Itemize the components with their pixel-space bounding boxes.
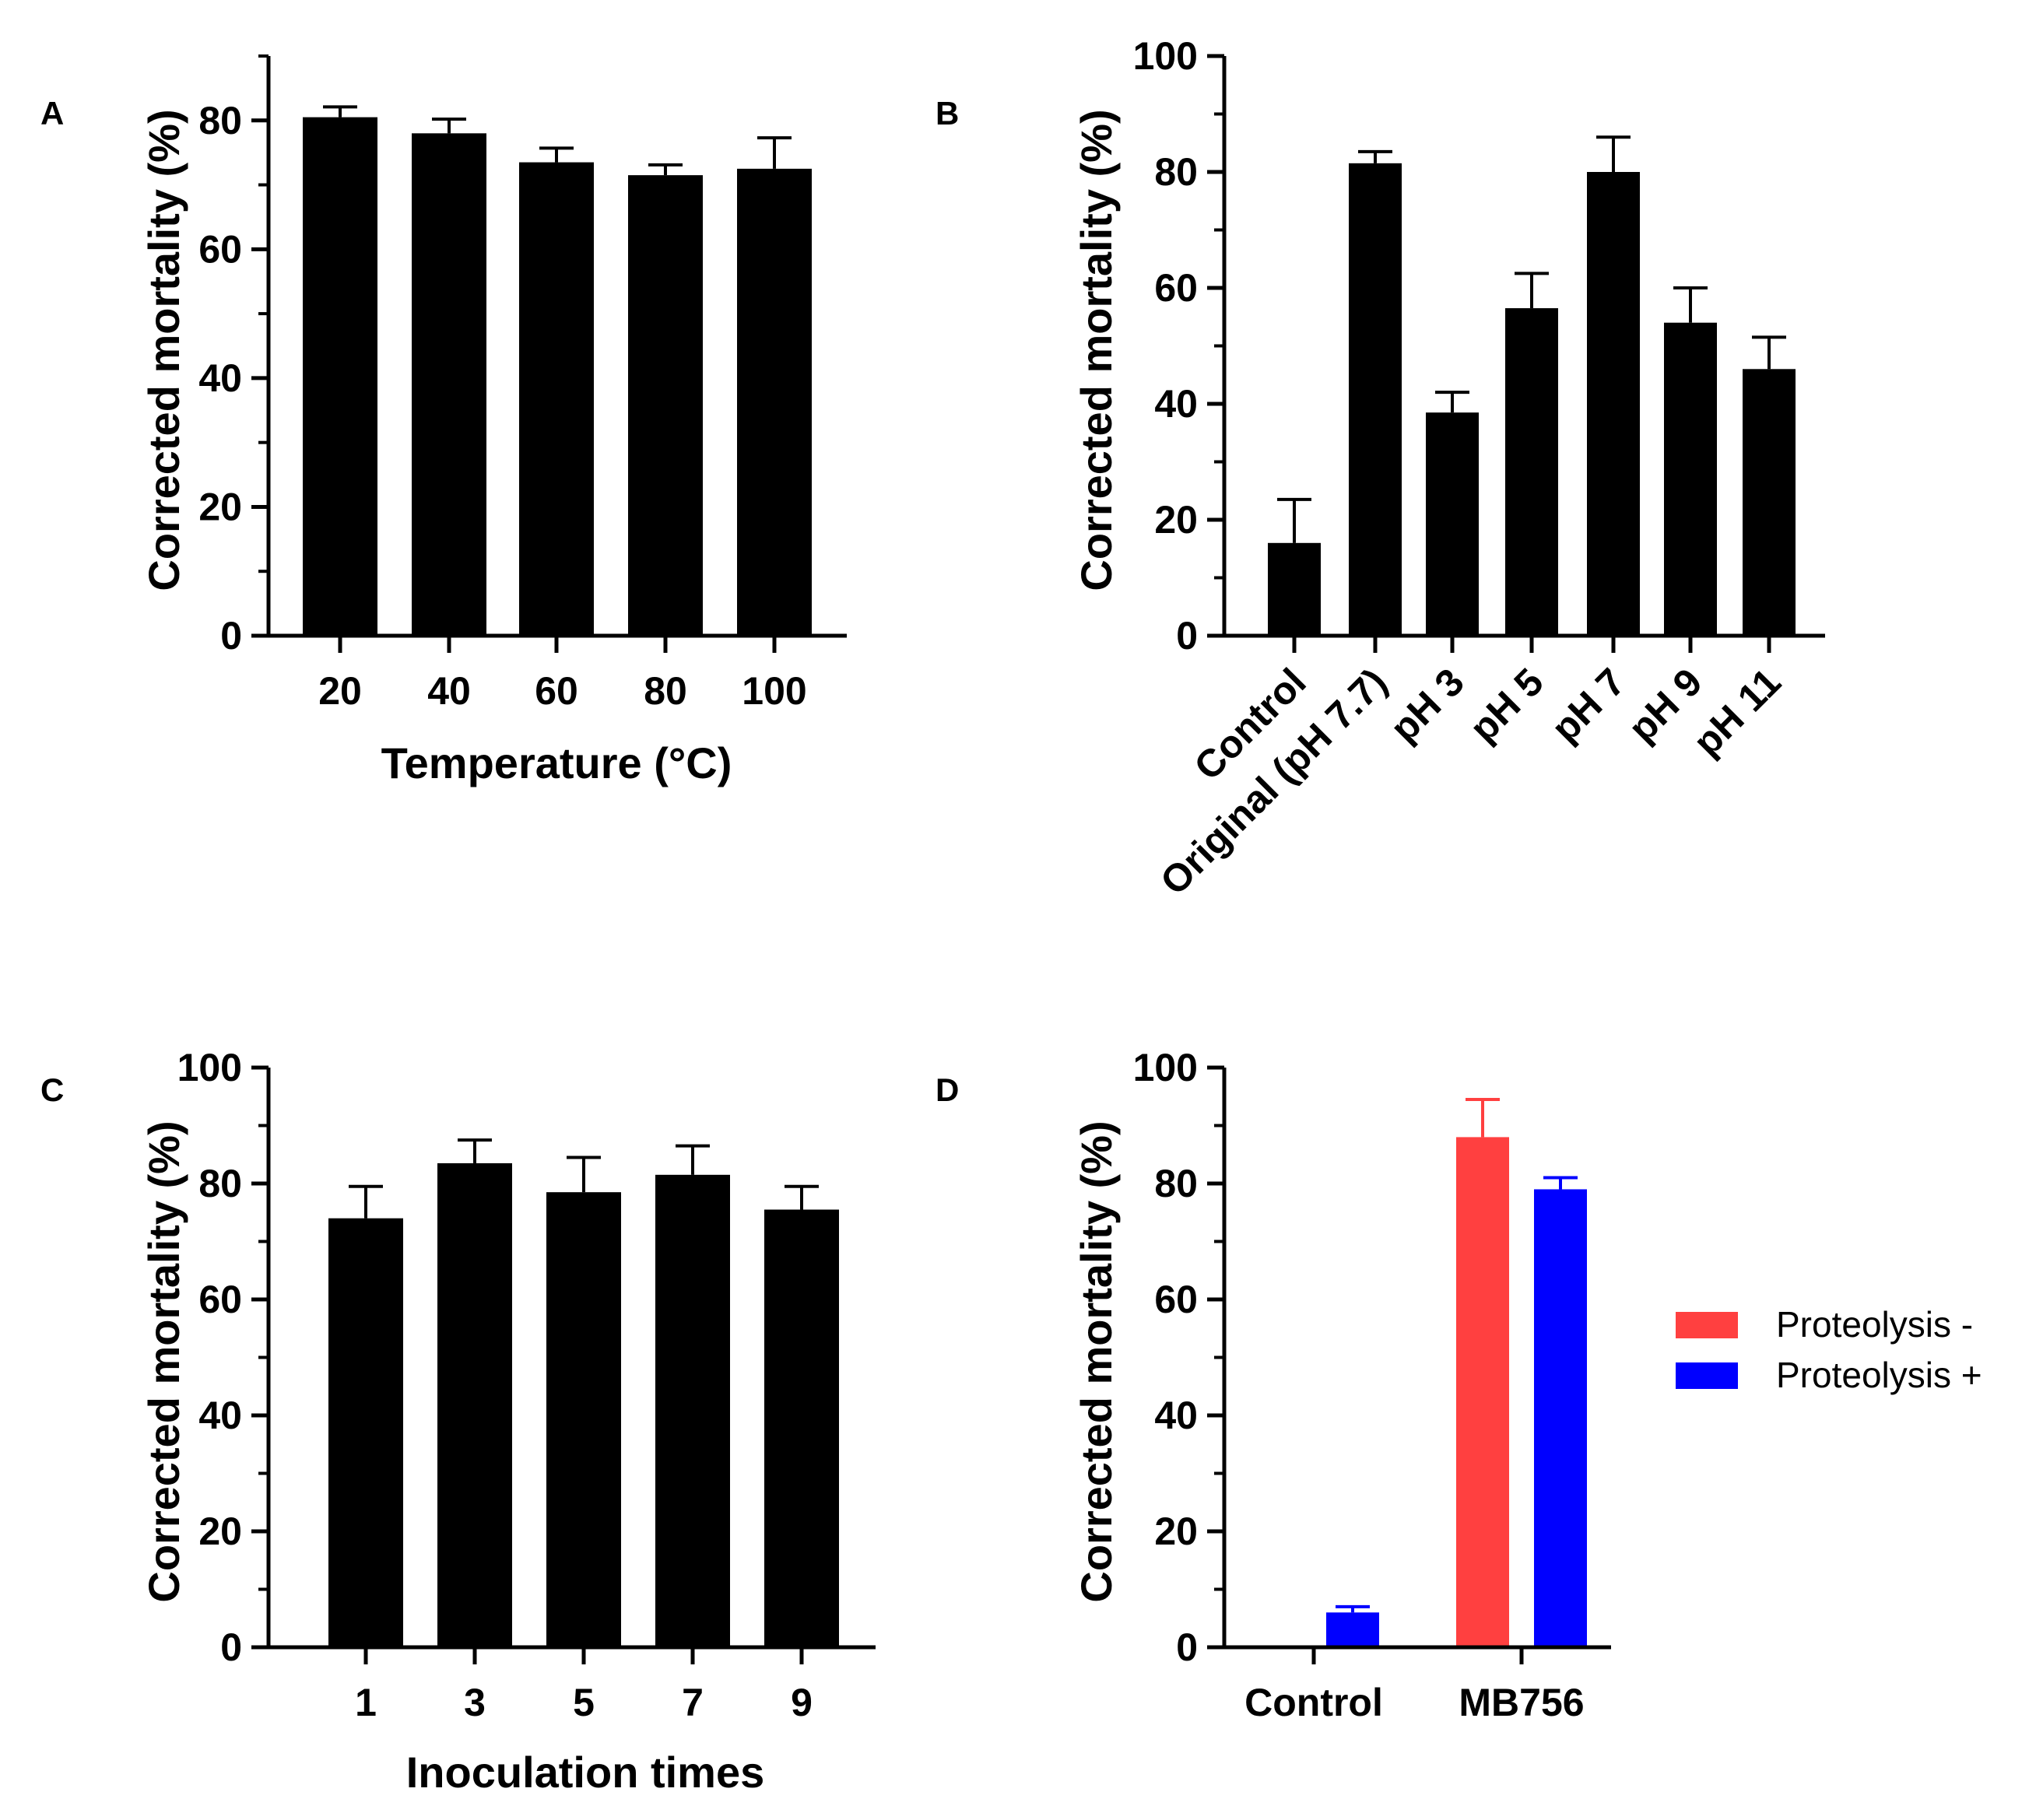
panel-c-x-tick-label: 9 (791, 1681, 813, 1724)
panel-a-y-tick-label: 80 (198, 99, 242, 142)
panel-b: B Corrected mortality (%) 020406080100Co… (936, 34, 1825, 903)
panel-d-y-tick-label: 80 (1154, 1162, 1198, 1205)
panel-a-y-axis-title: Corrected mortality (%) (139, 109, 188, 591)
panel-a-bar-4 (628, 175, 703, 636)
panel-b-y-tick-label: 60 (1154, 266, 1198, 310)
panel-b-x-tick-label: pH 3 (1382, 660, 1473, 750)
panel-c-bar-3 (546, 1192, 621, 1647)
panel-b-y-tick-label: 40 (1154, 382, 1198, 426)
panel-a-bar-5 (737, 168, 812, 636)
panel-a-y-tick-label: 40 (198, 356, 242, 400)
panel-c-y-tick-label: 40 (198, 1394, 242, 1437)
panel-d-x-tick-label: Control (1244, 1681, 1383, 1724)
panel-a-x-tick-label: 80 (644, 669, 687, 713)
panel-a-letter: A (40, 95, 64, 132)
panel-b-x-tick-label: pH 7 (1543, 660, 1634, 750)
legend-label-series-1: Proteolysis - (1776, 1304, 1973, 1345)
panel-c-letter: C (40, 1071, 64, 1108)
panel-c-x-tick-label: 3 (464, 1681, 486, 1724)
legend-label-series-2: Proteolysis + (1776, 1355, 1982, 1395)
panel-b-bar-7 (1743, 369, 1796, 636)
panel-a-x-tick-label: 100 (742, 669, 806, 713)
panel-a-bar-3 (519, 162, 594, 636)
panel-d-letter: D (936, 1071, 959, 1108)
panel-d-y-tick-label: 40 (1154, 1394, 1198, 1437)
panel-b-bar-6 (1664, 322, 1717, 636)
panel-a-bar-1 (303, 117, 377, 636)
panel-c-y-tick-label: 80 (198, 1162, 242, 1205)
panel-b-y-tick-label: 80 (1154, 150, 1198, 194)
panel-c-plot: 0 20 40 60 80 100 1 3 5 7 9 (177, 1046, 876, 1724)
panel-d-y-tick-label: 20 (1154, 1510, 1198, 1553)
panel-d-bar-mb756-series-2 (1534, 1189, 1587, 1647)
panel-c-x-tick-label: 5 (573, 1681, 595, 1724)
panel-c-bar-1 (328, 1218, 403, 1647)
panel-b-y-axis-title: Corrected mortality (%) (1072, 109, 1121, 591)
panel-b-bar-1 (1268, 542, 1321, 636)
panel-b-bar-4 (1505, 308, 1558, 636)
panel-d-y-tick-label: 100 (1133, 1046, 1198, 1089)
panel-a-y-tick-label: 60 (198, 227, 242, 271)
panel-b-bar-3 (1426, 412, 1479, 636)
panel-a-y-tick-label: 0 (220, 614, 242, 658)
panel-d-y-tick-label: 0 (1176, 1625, 1198, 1669)
legend-swatch-series-2 (1676, 1362, 1738, 1389)
panel-c-x-tick-label: 1 (355, 1681, 377, 1724)
panel-d-y-axis-title: Corrected mortality (%) (1072, 1120, 1121, 1602)
panel-d-plot: 0 20 40 60 80 100 Control MB756 (1133, 1046, 1611, 1724)
panel-d-bar-control-series-2 (1326, 1612, 1379, 1647)
panel-b-letter: B (936, 95, 959, 132)
panel-a-x-axis-title: Temperature (°C) (381, 738, 732, 787)
panel-a-x-tick-label: 20 (318, 669, 362, 713)
panel-b-bar-2 (1349, 163, 1402, 636)
legend-swatch-series-1 (1676, 1312, 1738, 1338)
panel-d-bar-mb756-series-1 (1456, 1137, 1509, 1647)
panel-c-y-tick-label: 20 (198, 1510, 242, 1553)
panel-c-bar-5 (764, 1209, 839, 1647)
panel-a-bar-2 (412, 133, 486, 636)
panel-a-x-tick-label: 40 (427, 669, 471, 713)
panel-b-y-tick-label: 0 (1176, 614, 1198, 658)
panel-c-y-tick-label: 60 (198, 1278, 242, 1321)
panel-b-bar-5 (1587, 172, 1640, 636)
panel-a-plot: 0 20 40 60 80 20 40 60 80 100 (198, 54, 847, 713)
panel-c-x-tick-label: 7 (682, 1681, 704, 1724)
panel-c-bar-2 (437, 1162, 512, 1647)
panel-a-y-tick-label: 20 (198, 485, 242, 528)
panel-b-y-tick-label: 100 (1133, 34, 1198, 78)
panel-d-x-tick-label: MB756 (1459, 1681, 1584, 1724)
panel-c-x-axis-title: Inoculation times (406, 1748, 765, 1797)
panel-d-y-tick-label: 60 (1154, 1278, 1198, 1321)
panel-a: A Corrected mortality (%) Temperature (°… (40, 54, 847, 787)
panel-c-y-tick-label: 0 (220, 1625, 242, 1669)
panel-b-x-tick-label: pH 11 (1685, 660, 1789, 764)
panel-d: D Corrected mortality (%) Proteolysis -P… (936, 1046, 1982, 1724)
panel-c-bar-4 (655, 1174, 730, 1647)
panel-b-y-tick-label: 20 (1154, 498, 1198, 542)
panel-c-y-axis-title: Corrected mortality (%) (139, 1120, 188, 1602)
panel-b-x-tick-label: pH 5 (1462, 660, 1552, 750)
panel-c: C Corrected mortality (%) Inoculation ti… (40, 1046, 876, 1797)
panel-d-legend: Proteolysis - Proteolysis + (1676, 1304, 1982, 1395)
panel-c-y-tick-label: 100 (177, 1046, 242, 1089)
panel-a-x-tick-label: 60 (535, 669, 578, 713)
